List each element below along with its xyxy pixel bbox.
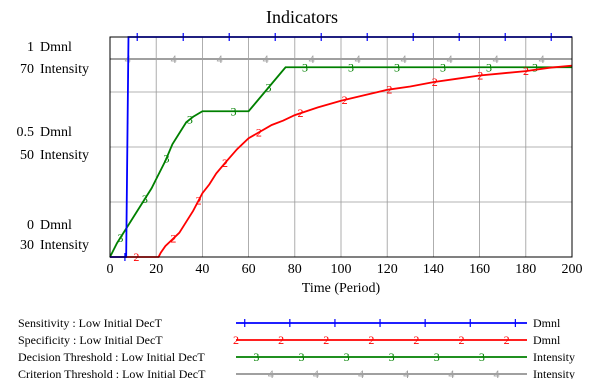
series-marker: 4 [355, 52, 361, 66]
y-tick-value: 50 [20, 148, 34, 163]
series-marker: 2 [196, 193, 202, 207]
series-marker: 2 [222, 156, 228, 170]
legend-marker: 4 [448, 367, 454, 379]
series-marker: 4 [309, 52, 315, 66]
plot-frame [109, 36, 573, 258]
y-tick-unit: Dmnl [40, 40, 72, 55]
legend-marker: 3 [434, 350, 440, 364]
series-marker: 3 [302, 60, 308, 74]
legend-marker: 2 [233, 333, 239, 347]
series-marker: 3 [394, 60, 400, 74]
legend-label: Specificity : Low Initial DecT [18, 333, 163, 347]
legend-marker: 4 [313, 367, 319, 379]
y-tick-value: 0 [27, 218, 34, 233]
series-marker: 2 [298, 106, 304, 120]
legend-unit: Dmnl [533, 316, 561, 330]
y-tick-unit: Intensity [40, 148, 89, 163]
series-marker: 3 [486, 60, 492, 74]
series-marker: 2 [432, 75, 438, 89]
legend-marker: 2 [323, 333, 329, 347]
legend-marker: 2 [278, 333, 284, 347]
legend-marker: 2 [504, 333, 510, 347]
grid [110, 37, 572, 257]
legend: Sensitivity : Low Initial DecT Dmnl Specif… [18, 316, 575, 379]
x-tick-label: 160 [469, 262, 490, 277]
legend-unit: Dmnl [533, 333, 561, 347]
series-marker: 3 [163, 151, 169, 165]
series-marker: 3 [348, 60, 354, 74]
series-marker: 3 [117, 231, 123, 245]
y-tick-value: 70 [20, 62, 34, 77]
legend-label: Decision Threshold : Low Initial DecT [18, 350, 205, 364]
legend-marker: 3 [479, 350, 485, 364]
series-marker: 2 [477, 68, 483, 82]
series-marker: 3 [440, 60, 446, 74]
series-marker: 2 [170, 231, 176, 245]
series-marker: 4 [493, 52, 499, 66]
x-tick-label: 100 [331, 262, 352, 277]
x-tick-label: 40 [195, 262, 209, 277]
series-marker: 3 [265, 81, 271, 95]
legend-marker: 4 [268, 367, 274, 379]
chart-title: Indicators [266, 7, 338, 27]
y-tick-unit: Intensity [40, 238, 89, 253]
y-axis-labels: 1 Dmnl 0.5 Dmnl 0 Dmnl 70 Intensity 50 Intensity 3… [17, 40, 90, 253]
legend-marker: 3 [344, 350, 350, 364]
series-marker: 3 [187, 112, 193, 126]
series-marker: 3 [532, 60, 538, 74]
x-tick-label: 180 [515, 262, 536, 277]
legend-label: Sensitivity : Low Initial DecT [18, 316, 163, 330]
series-marker: 3 [231, 104, 237, 118]
legend-marker: 2 [368, 333, 374, 347]
x-tick-label: 80 [288, 262, 302, 277]
series-marker: 3 [142, 192, 148, 206]
y-tick-value: 1 [27, 40, 34, 55]
legend-unit: Intensity [533, 367, 575, 379]
y-tick-value: 0.5 [17, 125, 35, 140]
series-marker: 4 [263, 52, 269, 66]
series-marker: 2 [523, 64, 529, 78]
legend-marker: 3 [298, 350, 304, 364]
series-marker: 2 [342, 93, 348, 107]
series-marker: 4 [217, 52, 223, 66]
x-axis-title: Time (Period) [302, 281, 381, 296]
legend-marker: 4 [358, 367, 364, 379]
x-axis-tick-labels: 0 20 40 60 80 100 120 140 160 180 200 [107, 262, 583, 277]
series-marker: 2 [256, 125, 262, 139]
y-tick-unit: Dmnl [40, 218, 72, 233]
y-tick-value: 30 [20, 238, 34, 253]
legend-marker: 3 [253, 350, 259, 364]
legend-marker: 4 [493, 367, 499, 379]
x-tick-label: 20 [149, 262, 163, 277]
legend-unit: Intensity [533, 350, 575, 364]
x-tick-label: 60 [242, 262, 256, 277]
series-line [110, 64, 573, 258]
x-tick-label: 120 [377, 262, 398, 277]
y-tick-unit: Dmnl [40, 125, 72, 140]
series-marker: 4 [539, 52, 545, 66]
series-marker: 2 [386, 82, 392, 96]
series-line [109, 66, 572, 258]
legend-marker: 2 [459, 333, 465, 347]
legend-label: Criterion Threshold : Low Initial DecT [18, 367, 206, 379]
series-marker: 4 [447, 52, 453, 66]
y-tick-unit: Intensity [40, 62, 89, 77]
x-tick-label: 200 [562, 262, 583, 277]
legend-marker: 2 [413, 333, 419, 347]
series-marker: 4 [401, 52, 407, 66]
x-tick-label: 0 [107, 262, 114, 277]
legend-marker: 3 [389, 350, 395, 364]
legend-marker: 4 [403, 367, 409, 379]
x-tick-label: 140 [423, 262, 444, 277]
series-marker: 4 [171, 52, 177, 66]
